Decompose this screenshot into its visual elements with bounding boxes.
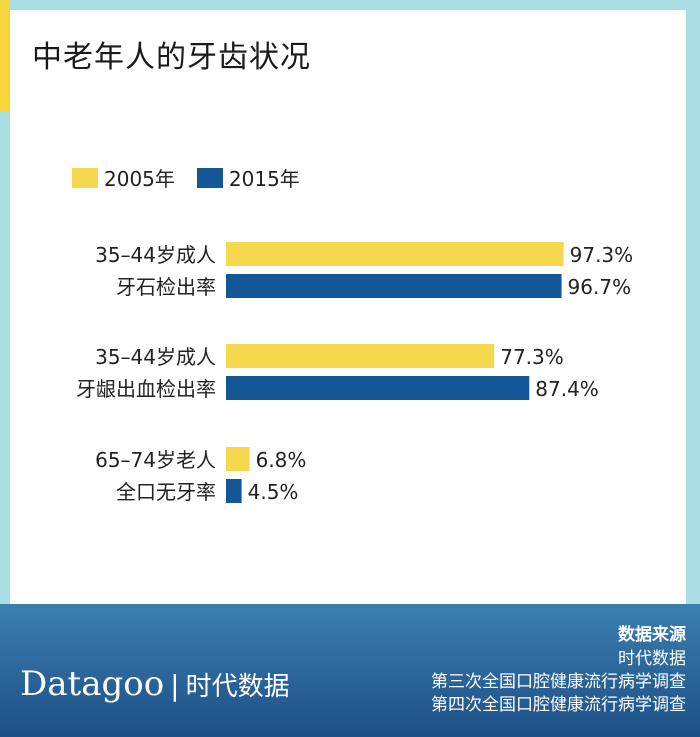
- chart-legend: 2005年 2015年: [72, 163, 322, 192]
- category-label: 35–44岁成人: [95, 243, 216, 267]
- chart-card: 中老年人的牙齿状况 2005年 2015年: [10, 10, 686, 604]
- bar-2015: [226, 376, 530, 400]
- legend-item-2015: 2015年: [196, 163, 300, 192]
- brand-separator: |: [170, 669, 180, 702]
- category-label: 全口无牙率: [116, 480, 216, 504]
- category-label: 65–74岁老人: [95, 448, 216, 472]
- legend-label-2015: 2015年: [228, 167, 300, 191]
- accent-bar: [0, 0, 10, 112]
- category-label: 牙龈出血检出率: [76, 377, 216, 401]
- bar-2005: [226, 242, 564, 266]
- sources-heading: 数据来源: [618, 625, 686, 645]
- brand-logo: Datagoo | 时代数据: [20, 664, 290, 704]
- legend-swatch-2005: [72, 167, 98, 188]
- legend-item-2005: 2005年: [72, 163, 175, 192]
- bar-2005: [226, 447, 250, 471]
- bar-2015: [226, 479, 242, 503]
- data-label: 4.5%: [248, 480, 299, 504]
- bar-2005: [226, 344, 495, 368]
- page-title: 中老年人的牙齿状况: [32, 40, 311, 75]
- data-label: 87.4%: [535, 377, 599, 401]
- bar-2015: [226, 274, 562, 298]
- legend-label-2005: 2005年: [104, 167, 175, 191]
- data-sources: 数据来源 时代数据 第三次全国口腔健康流行病学调查 第四次全国口腔健康流行病学调…: [431, 622, 686, 717]
- category-label: 牙石检出率: [116, 275, 216, 299]
- brand-name-cn: 时代数据: [185, 672, 290, 702]
- source-line: 第三次全国口腔健康流行病学调查: [431, 672, 686, 692]
- data-label: 96.7%: [568, 275, 632, 299]
- data-label: 97.3%: [570, 243, 634, 267]
- category-label: 35–44岁成人: [95, 345, 216, 369]
- data-label: 6.8%: [256, 448, 307, 472]
- data-label: 77.3%: [500, 345, 564, 369]
- source-line: 时代数据: [618, 649, 686, 669]
- footer: Datagoo | 时代数据 数据来源 时代数据 第三次全国口腔健康流行病学调查…: [0, 604, 700, 737]
- legend-swatch-2015: [196, 167, 223, 188]
- bar-chart: 35–44岁成人牙石检出率97.3%96.7%35–44岁成人牙龈出血检出率77…: [76, 242, 634, 504]
- brand-name-en: Datagoo: [20, 664, 165, 704]
- source-line: 第四次全国口腔健康流行病学调查: [431, 695, 686, 715]
